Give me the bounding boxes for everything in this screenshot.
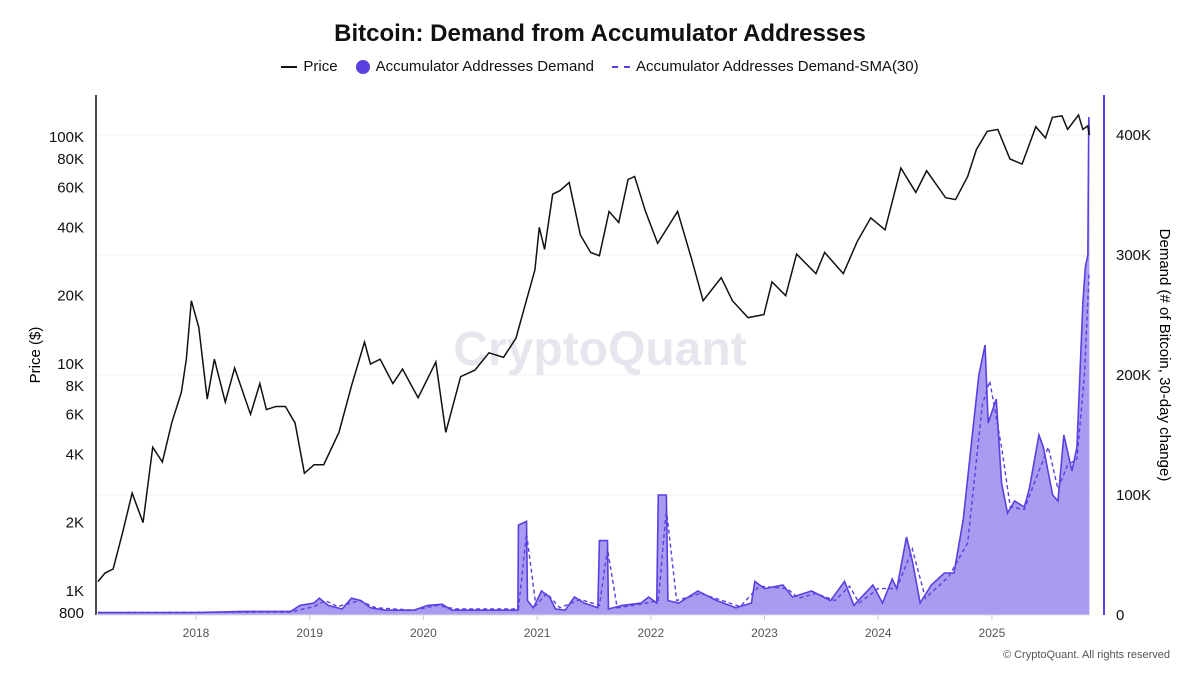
y-right-tick-label: 0 [1116,607,1124,624]
demand-line [97,116,1091,614]
legend-label: Accumulator Addresses Demand-SMA(30) [636,58,919,75]
copyright-footer: © CryptoQuant. All rights reserved [1002,649,1170,661]
x-tick-label: 2019 [296,626,323,640]
y-left-tick-label: 8K [66,378,84,395]
y-axis-right-label: Demand (# of Bitcoin, 30-day change) [1156,229,1173,482]
circle-swatch-icon [355,59,370,74]
solid-line-swatch-icon [281,65,298,68]
legend-item-price[interactable]: Price [281,58,338,75]
y-left-tick-label: 10K [57,356,84,373]
y-right-tick-label: 400K [1116,127,1151,144]
y-left-tick-label: 6K [66,406,84,423]
y-left-tick-label: 20K [57,288,84,305]
x-tick-label: 2021 [524,626,551,640]
legend-label: Price [303,58,338,75]
x-tick-label: 2024 [865,626,892,640]
y-left-tick-label: 4K [66,446,84,463]
y-left-tick-label: 2K [66,515,84,532]
chart-title: Bitcoin: Demand from Accumulator Address… [334,20,866,47]
x-tick-label: 2023 [751,626,778,640]
y-left-tick-label: 40K [57,219,84,236]
x-tick-label: 2022 [637,626,664,640]
y-left-tick-label: 800 [59,605,84,622]
x-tick-label: 2018 [183,626,210,640]
y-left-tick-label: 60K [57,179,84,196]
legend-item-sma[interactable]: Accumulator Addresses Demand-SMA(30) [612,58,919,75]
y-left-tick-label: 80K [57,151,84,168]
demand-area [97,117,1090,615]
watermark: CryptoQuant [453,323,746,376]
y-left-tick-label: 100K [49,129,84,146]
x-tick-label: 2020 [410,626,437,640]
dashed-line-swatch-icon [612,65,630,68]
legend-item-demand[interactable]: Accumulator Addresses Demand [355,58,594,75]
y-axis-left-label: Price ($) [27,327,44,384]
price-line [97,113,1090,583]
y-left-tick-label: 1K [66,583,84,600]
y-right-tick-label: 300K [1116,247,1151,264]
legend: Price Accumulator Addresses Demand Accum… [0,58,1200,75]
y-right-tick-label: 200K [1116,367,1151,384]
legend-label: Accumulator Addresses Demand [375,58,594,75]
y-right-tick-label: 100K [1116,487,1151,504]
x-tick-label: 2025 [979,626,1006,640]
